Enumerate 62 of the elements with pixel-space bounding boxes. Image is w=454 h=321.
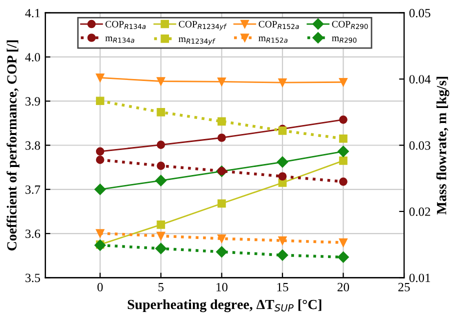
legend-label: m$_{R134a}$: [105, 36, 134, 43]
y-tick-label: 4.0: [25, 53, 40, 62]
point: [339, 78, 348, 86]
point: [156, 140, 166, 149]
legend-label: COP$_{R134a}$: [106, 20, 146, 30]
legend-label: COP$_{R1234yf}$: [178, 20, 227, 30]
point: [94, 184, 106, 195]
y-tick-label: 4.1: [25, 8, 40, 18]
point: [96, 96, 104, 106]
x-tick-label: 15: [277, 282, 288, 292]
legend-label: m$_{R290}$: [332, 36, 356, 43]
legend-label: COP$_{R152a}$: [258, 20, 299, 30]
legend-label: m$_{R1234yf}$: [178, 37, 216, 46]
point: [218, 134, 226, 142]
point: [339, 115, 348, 124]
point: [339, 238, 348, 247]
point: [156, 232, 166, 240]
point: [338, 252, 349, 263]
x-tick-label: 25: [398, 282, 410, 292]
point: [218, 234, 226, 243]
point: [339, 178, 348, 186]
point: [156, 220, 166, 229]
x-tick-label: 10: [216, 282, 228, 292]
point: [156, 77, 166, 86]
y-axis-title: Coefficient of performance, COP [/]: [6, 40, 20, 250]
y2-tick-label: 0.01: [409, 274, 430, 282]
point: [276, 156, 288, 168]
x-axis-title: Superheating degree, ΔT$_{SUP}$ [°C]: [128, 299, 322, 312]
x-tick-label: 0: [97, 282, 103, 292]
y2-tick-label: 0.02: [409, 207, 430, 216]
point: [156, 162, 166, 170]
y-tick-label: 3.6: [26, 230, 40, 238]
point: [96, 147, 104, 156]
y2-tick-label: 0.04: [409, 75, 431, 84]
point: [155, 174, 167, 186]
point: [96, 229, 104, 238]
point: [276, 250, 288, 261]
y-tick-label: 3.8: [26, 141, 40, 150]
x-tick-label: 20: [338, 282, 350, 292]
point: [278, 172, 287, 181]
point: [96, 74, 104, 82]
point: [338, 146, 349, 158]
point: [278, 236, 287, 245]
point: [96, 156, 104, 164]
point: [218, 78, 226, 86]
point: [339, 156, 348, 165]
y-tick-label: 3.5: [26, 274, 40, 282]
y-tick-label: 3.9: [26, 97, 40, 106]
legend-label: COP$_{R290}$: [332, 20, 368, 30]
point: [216, 246, 228, 258]
y2-axis-title: Mass flowrate, m [kg/s]: [436, 76, 450, 214]
point: [278, 78, 287, 87]
point: [155, 242, 167, 254]
legend-label: m$_{R152a}$: [258, 36, 288, 43]
y2-tick-label: 0.03: [409, 141, 430, 150]
point: [339, 134, 348, 143]
x-tick-label: 5: [158, 283, 164, 292]
point: [218, 199, 226, 208]
y2-tick-label: 0.05: [409, 8, 430, 18]
y-tick-label: 3.7: [26, 185, 40, 194]
point: [218, 117, 226, 126]
point: [156, 108, 166, 116]
